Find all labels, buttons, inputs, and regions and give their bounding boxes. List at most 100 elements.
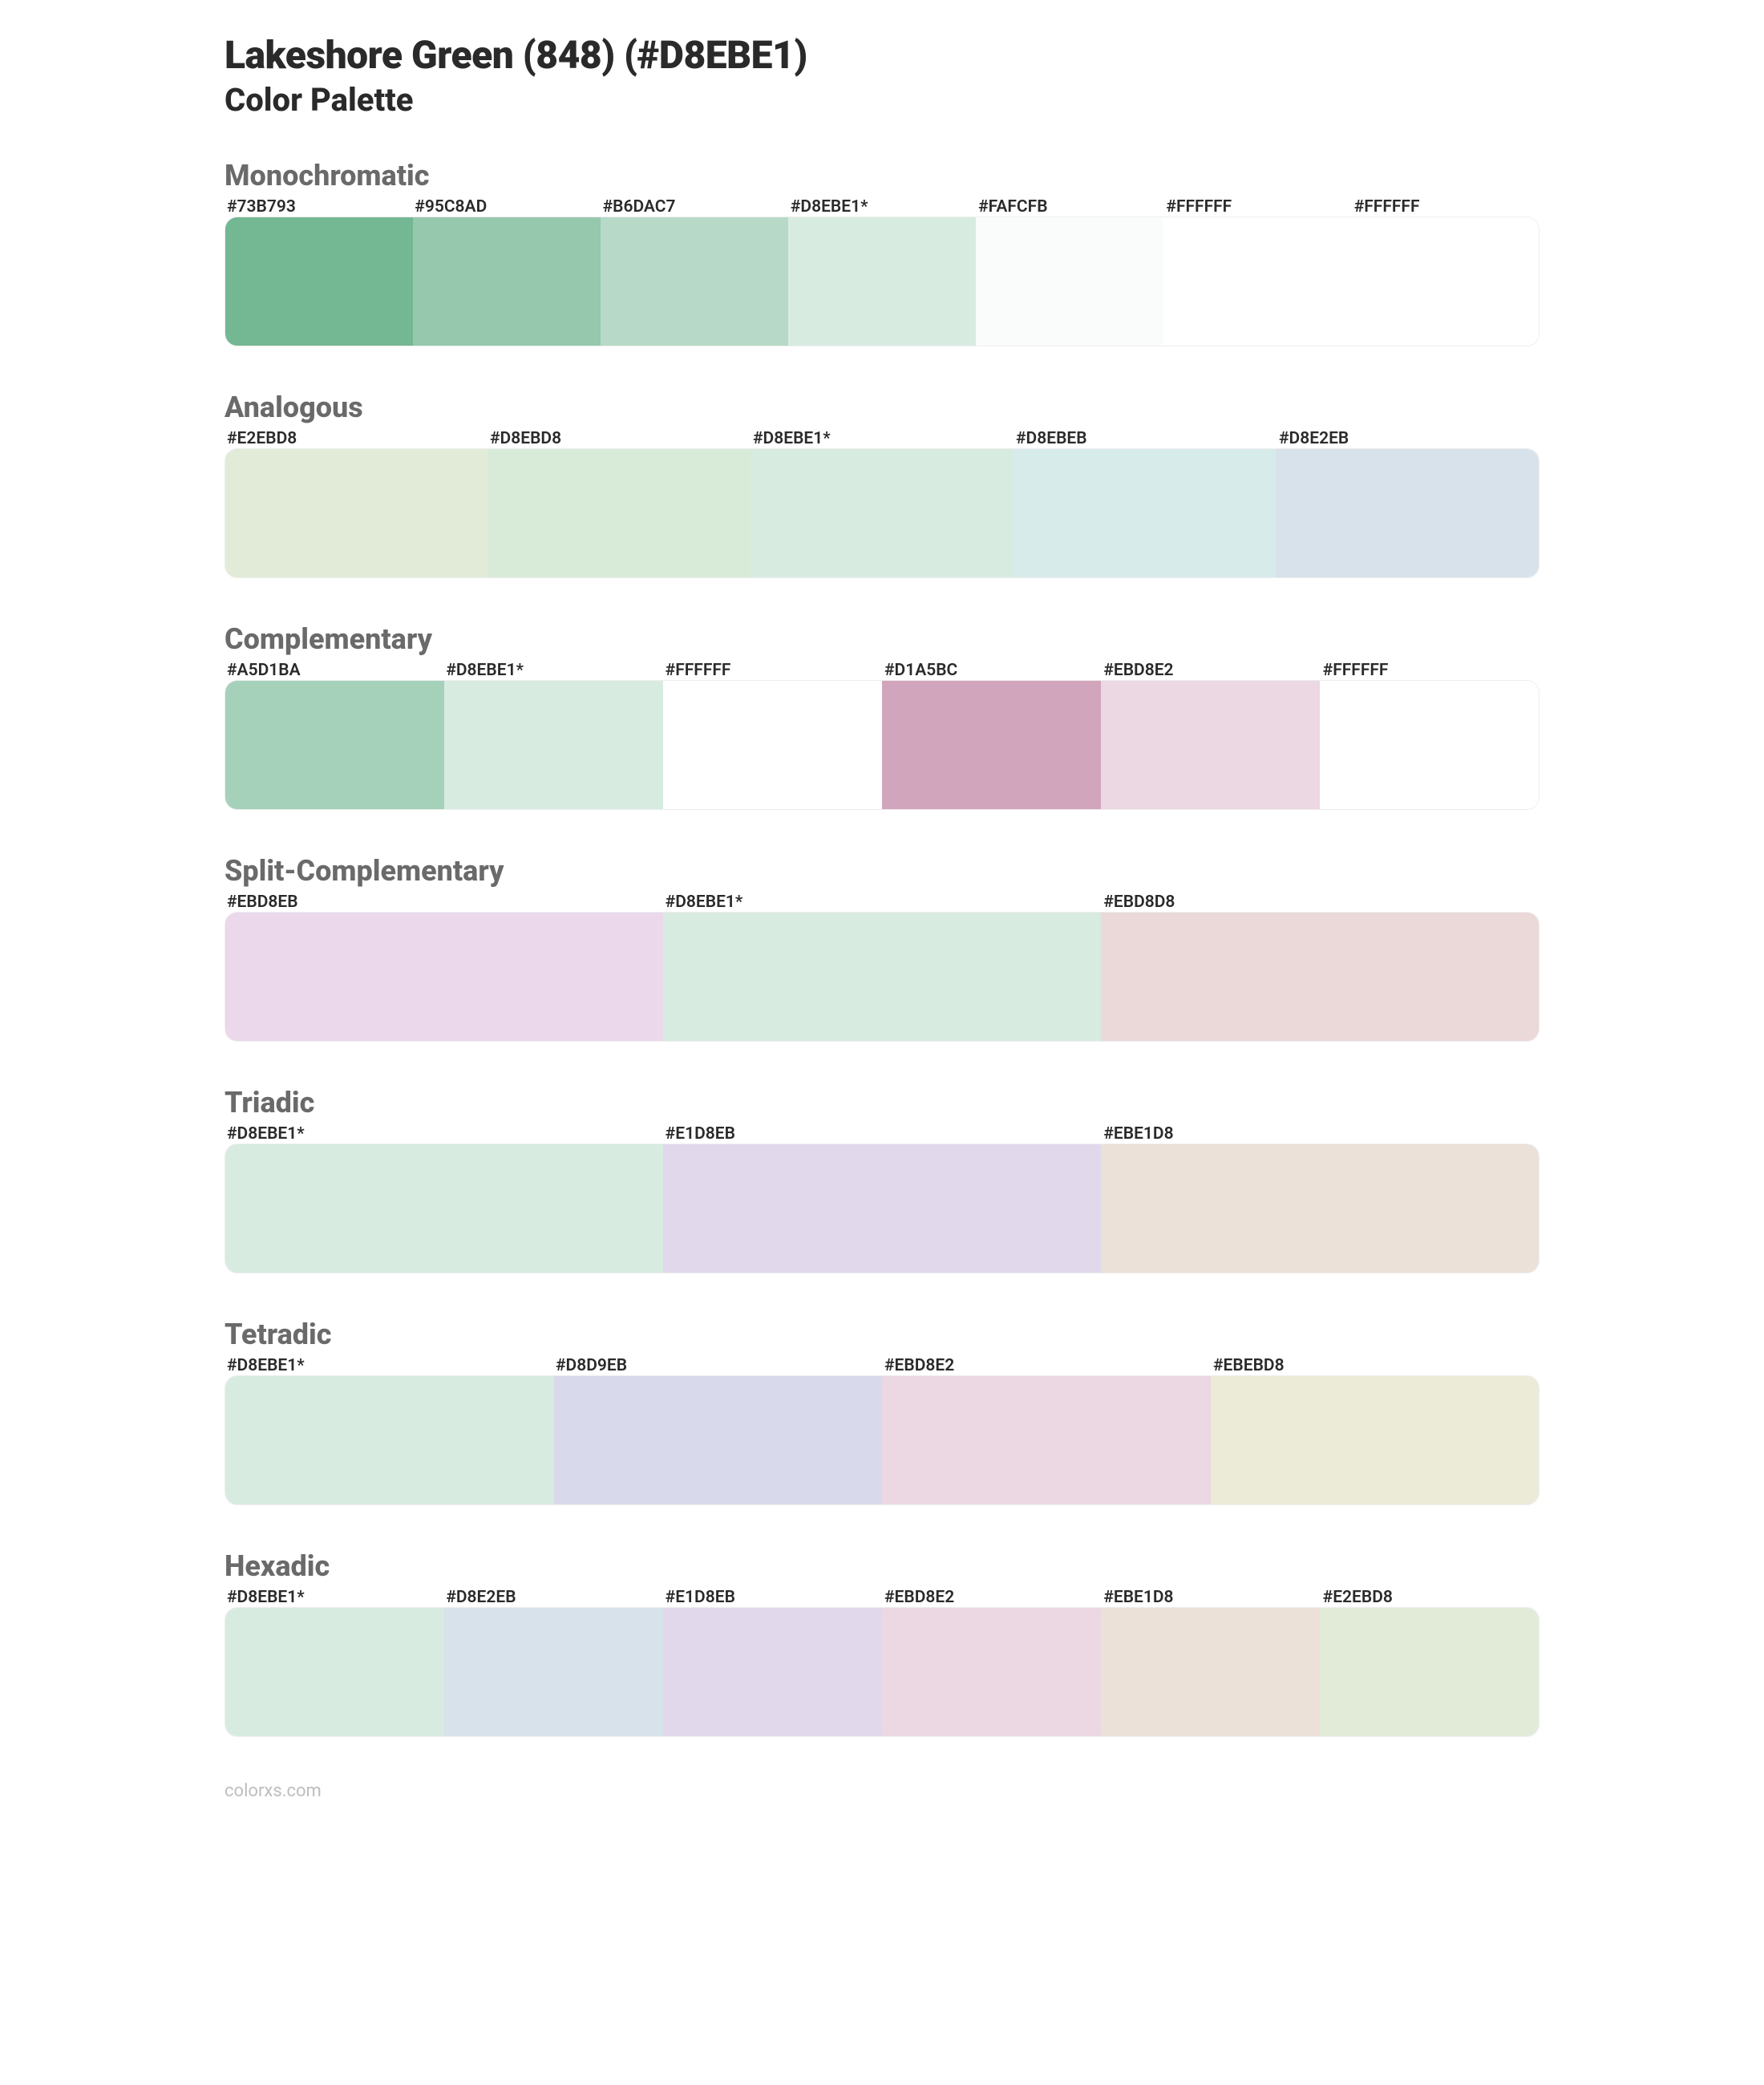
hex-label: #FFFFFF [663, 661, 882, 680]
color-swatch[interactable] [1101, 681, 1320, 809]
color-swatch[interactable] [1013, 449, 1276, 577]
color-swatch[interactable] [751, 449, 1013, 577]
swatch-row [225, 1607, 1539, 1737]
color-swatch[interactable] [225, 1608, 444, 1736]
palette-title: Complementary [225, 622, 1539, 656]
palette-title: Monochromatic [225, 159, 1539, 192]
hex-label: #D8EBEB [1013, 429, 1276, 448]
color-swatch[interactable] [1101, 1144, 1539, 1273]
hex-label: #D8EBE1* [225, 1124, 663, 1144]
hex-label-row: #73B793#95C8AD#B6DAC7#D8EBE1*#FAFCFB#FFF… [225, 197, 1539, 217]
footer-attribution: colorxs.com [225, 1781, 1539, 1801]
palette-section: Analogous #E2EBD8#D8EBD8#D8EBE1*#D8EBEB#D… [225, 391, 1539, 578]
color-swatch[interactable] [788, 217, 976, 346]
hex-label-row: #A5D1BA#D8EBE1*#FFFFFF#D1A5BC#EBD8E2#FFF… [225, 661, 1539, 680]
color-swatch[interactable] [225, 449, 488, 577]
hex-label: #EBD8E2 [882, 1588, 1101, 1607]
color-swatch[interactable] [1163, 217, 1351, 346]
color-swatch[interactable] [976, 217, 1163, 346]
color-swatch[interactable] [444, 1608, 663, 1736]
color-swatch[interactable] [663, 1608, 882, 1736]
hex-label: #D8E2EB [1276, 429, 1539, 448]
color-swatch[interactable] [882, 1376, 1211, 1504]
color-swatch[interactable] [225, 217, 413, 346]
hex-label: #EBD8E2 [1101, 661, 1320, 680]
hex-label: #EBD8E2 [882, 1356, 1211, 1375]
hex-label-row: #D8EBE1*#D8E2EB#E1D8EB#EBD8E2#EBE1D8#E2E… [225, 1588, 1539, 1607]
color-swatch[interactable] [663, 681, 882, 809]
hex-label: #D8EBE1* [225, 1356, 553, 1375]
page-title: Lakeshore Green (848) (#D8EBE1) [225, 32, 1539, 78]
hex-label: #D8E2EB [443, 1588, 662, 1607]
color-swatch[interactable] [1211, 1376, 1539, 1504]
hex-label: #E1D8EB [663, 1588, 882, 1607]
hex-label-row: #E2EBD8#D8EBD8#D8EBE1*#D8EBEB#D8E2EB [225, 429, 1539, 448]
palette-section: Split-Complementary #EBD8EB#D8EBE1*#EBD8D… [225, 854, 1539, 1042]
palette-title: Tetradic [225, 1318, 1539, 1351]
color-swatch[interactable] [225, 681, 444, 809]
hex-label: #EBE1D8 [1101, 1588, 1320, 1607]
hex-label: #D8EBE1* [751, 429, 1013, 448]
color-swatch[interactable] [1276, 449, 1539, 577]
palette-section: Tetradic #D8EBE1*#D8D9EB#EBD8E2#EBEBD8 [225, 1318, 1539, 1505]
hex-label: #D1A5BC [882, 661, 1101, 680]
hex-label: #73B793 [225, 197, 412, 217]
hex-label: #B6DAC7 [601, 197, 788, 217]
color-swatch[interactable] [554, 1376, 883, 1504]
hex-label: #EBD8EB [225, 893, 663, 912]
color-swatch[interactable] [488, 449, 751, 577]
palette-section: Monochromatic #73B793#95C8AD#B6DAC7#D8EBE… [225, 159, 1539, 346]
palette-title: Split-Complementary [225, 854, 1539, 888]
hex-label: #E2EBD8 [1321, 1588, 1539, 1607]
hex-label: #A5D1BA [225, 661, 443, 680]
hex-label: #EBEBD8 [1211, 1356, 1539, 1375]
color-swatch[interactable] [225, 1376, 554, 1504]
hex-label: #E2EBD8 [225, 429, 488, 448]
color-swatch[interactable] [1351, 217, 1539, 346]
color-swatch[interactable] [1101, 1608, 1320, 1736]
color-swatch[interactable] [882, 681, 1101, 809]
page-subtitle: Color Palette [225, 81, 1539, 119]
swatch-row [225, 1144, 1539, 1273]
palette-section: Triadic #D8EBE1*#E1D8EB#EBE1D8 [225, 1086, 1539, 1273]
color-swatch[interactable] [413, 217, 601, 346]
swatch-row [225, 912, 1539, 1042]
hex-label: #95C8AD [412, 197, 600, 217]
palette-title: Hexadic [225, 1549, 1539, 1583]
hex-label: #D8EBD8 [488, 429, 751, 448]
hex-label: #FFFFFF [1163, 197, 1351, 217]
palette-section: Hexadic #D8EBE1*#D8E2EB#E1D8EB#EBD8E2#EBE… [225, 1549, 1539, 1737]
palette-section: Complementary#A5D1BA#D8EBE1*#FFFFFF#D1A5… [225, 622, 1539, 810]
hex-label: #FFFFFF [1321, 661, 1539, 680]
palette-title: Triadic [225, 1086, 1539, 1119]
hex-label: #E1D8EB [663, 1124, 1102, 1144]
hex-label-row: #EBD8EB#D8EBE1*#EBD8D8 [225, 893, 1539, 912]
color-swatch[interactable] [1320, 1608, 1539, 1736]
hex-label: #D8EBE1* [443, 661, 662, 680]
hex-label: #D8EBE1* [225, 1588, 443, 1607]
color-swatch[interactable] [444, 681, 663, 809]
hex-label: #EBE1D8 [1101, 1124, 1539, 1144]
swatch-row [225, 680, 1539, 810]
swatch-row [225, 217, 1539, 346]
color-swatch[interactable] [225, 913, 663, 1041]
hex-label-row: #D8EBE1*#D8D9EB#EBD8E2#EBEBD8 [225, 1356, 1539, 1375]
hex-label: #FAFCFB [976, 197, 1163, 217]
palette-title: Analogous [225, 391, 1539, 424]
hex-label: #EBD8D8 [1101, 893, 1539, 912]
color-swatch[interactable] [1101, 913, 1539, 1041]
palettes-container: Monochromatic#73B793#95C8AD#B6DAC7#D8EBE… [225, 159, 1539, 1737]
swatch-row [225, 448, 1539, 578]
hex-label: #FFFFFF [1352, 197, 1539, 217]
color-swatch[interactable] [601, 217, 788, 346]
color-swatch[interactable] [882, 1608, 1101, 1736]
color-swatch[interactable] [1320, 681, 1539, 809]
swatch-row [225, 1375, 1539, 1505]
hex-label-row: #D8EBE1*#E1D8EB#EBE1D8 [225, 1124, 1539, 1144]
color-swatch[interactable] [225, 1144, 663, 1273]
hex-label: #D8EBE1* [663, 893, 1102, 912]
color-swatch[interactable] [663, 913, 1101, 1041]
color-swatch[interactable] [663, 1144, 1101, 1273]
hex-label: #D8EBE1* [788, 197, 976, 217]
hex-label: #D8D9EB [553, 1356, 882, 1375]
